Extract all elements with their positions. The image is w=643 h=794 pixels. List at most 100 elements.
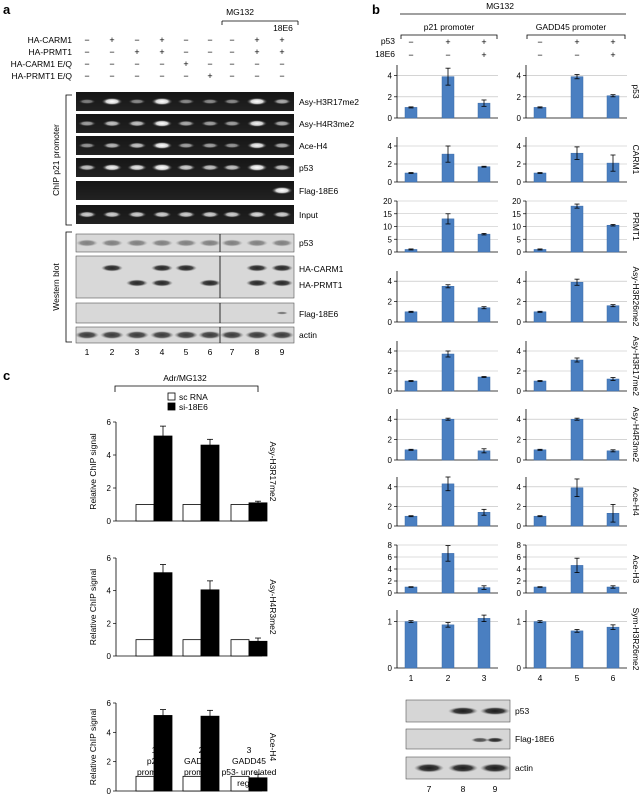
y-tick-label: 2 (107, 619, 112, 628)
panel-b-western-gel-flag (405, 728, 511, 750)
western-band (151, 264, 173, 272)
western-band (151, 279, 173, 287)
condition-sign: − (254, 71, 259, 81)
y-tick-label: 4 (517, 142, 522, 151)
y-tick-label: 8 (517, 541, 522, 550)
y-tick-label: 2 (388, 93, 393, 102)
bar (404, 380, 418, 392)
chip-band (222, 164, 242, 171)
lane-number: 3 (135, 347, 140, 357)
chip-band (176, 120, 196, 127)
condition-sign: − (229, 59, 234, 69)
y-tick-label: 0 (388, 387, 393, 396)
lane-number: 5 (184, 347, 189, 357)
y-tick-label: 15 (512, 210, 521, 219)
chip-row-label-ace-h4: Ace-H4 (299, 141, 328, 151)
western-group-label: Western blot (51, 263, 61, 311)
panel-b-gadd-bracket (526, 34, 626, 39)
chart-ace-h4-gadd45: 0 2 4 Ace-H4 (517, 477, 641, 531)
y-tick-label: 2 (388, 436, 393, 445)
condition-sign: − (134, 71, 139, 81)
chip-band (151, 97, 173, 106)
bar (404, 586, 418, 594)
chip-band (272, 142, 292, 149)
bar (606, 305, 620, 323)
row-label-ace-h4: Ace-H4 (631, 487, 641, 516)
panel-b-sign: − (537, 50, 542, 60)
bar (477, 618, 491, 669)
y-tick-label: 0 (517, 456, 522, 465)
row-label-carm1: CARM1 (631, 145, 641, 175)
lane-number: 1 (85, 347, 90, 357)
panel-b-sign: + (610, 37, 615, 47)
panel-b-p21-bracket (400, 34, 498, 39)
panel-b: b MG132 p21 promoter GADD45 promoter p53… (372, 1, 641, 794)
bar-sc-rna (182, 504, 202, 522)
chip-band (222, 211, 242, 218)
bar (533, 172, 547, 183)
western-band (486, 737, 504, 743)
chip-band (152, 211, 172, 218)
panel-c-label: c (3, 368, 10, 383)
panel-b-sign: − (537, 37, 542, 47)
chip-band (246, 97, 268, 106)
panel-a-label: a (3, 2, 11, 17)
chip-band (271, 186, 293, 195)
y-tick-label: 2 (388, 502, 393, 511)
y-tick-label: 4 (388, 347, 393, 356)
condition-sign: − (84, 59, 89, 69)
western-band (199, 239, 221, 247)
chip-group-bracket (65, 94, 72, 226)
condition-sign: − (207, 59, 212, 69)
chart-ace-h3-p21: 0 2 4 6 8 (388, 541, 498, 598)
chip-band (77, 211, 97, 218)
chip-row-label-flag-18e6: Flag-18E6 (299, 186, 338, 196)
chart-carm1-p21: 0 2 4 (388, 137, 498, 187)
condition-sign: + (254, 47, 259, 57)
panel-b-sign: − (408, 37, 413, 47)
bar (533, 515, 547, 527)
chart-asy-h4r3me2-gadd45: 0 2 4 Asy-H4R3me2 (517, 407, 641, 465)
bar (404, 107, 418, 119)
chart-c-ace-h4: 0 2 4 6 Relative ChIP signal Ace-H4 (88, 699, 278, 794)
lane-number: 7 (230, 347, 235, 357)
panel-a-western-gels: p53 HA-CARM1 HA-PRMT1 Flag-18E6 actin (75, 233, 344, 344)
y-tick-label: 4 (517, 415, 522, 424)
bar (404, 172, 418, 183)
bar-si-18e6 (248, 502, 268, 522)
y-tick-label: 6 (107, 699, 112, 708)
chart-asy-h3r26me2-gadd45: 0 2 4 Asy-H3R26me2 (517, 267, 641, 328)
panel-b-gadd-header: GADD45 promoter (536, 22, 607, 32)
chart-c-asy-h3r17me2: 0 2 4 6 Relative ChIP signal Asy-H3R17me2 (88, 418, 278, 526)
condition-sign: − (279, 59, 284, 69)
western-band (246, 264, 268, 272)
y-tick-label: 2 (517, 502, 522, 511)
y-tick-label: 5 (517, 235, 522, 244)
condition-sign: + (134, 47, 139, 57)
y-tick-label: 4 (388, 72, 393, 81)
chip-band (127, 120, 147, 127)
row-label-asy-h3r17me2: Asy-H3R17me2 (268, 442, 278, 502)
lane-number: 9 (493, 784, 498, 794)
x-tick-label: 2 (199, 745, 204, 755)
legend-swatch-si-18e6 (167, 402, 176, 411)
bar (404, 311, 418, 323)
western-band (76, 239, 98, 247)
western-band (270, 331, 294, 339)
condition-sign: − (229, 47, 234, 57)
western-band (271, 279, 293, 287)
chip-band (176, 211, 196, 218)
y-tick-label: 2 (388, 367, 393, 376)
y-tick-label: 2 (517, 436, 522, 445)
condition-sign: − (279, 71, 284, 81)
x-tick-label: region (237, 778, 261, 788)
row-label-prmt1: PRMT1 (631, 212, 641, 241)
western-band (100, 331, 124, 339)
chart-sym-h3r26me2-gadd45: 0 1 Sym-H3R26me2 (517, 608, 641, 673)
western-band (271, 264, 293, 272)
western-band (220, 331, 244, 339)
western-band (245, 331, 269, 339)
y-tick-label: 1 (388, 618, 393, 627)
condition-label-ha-prmt1-e-q: HA-PRMT1 E/Q (12, 71, 73, 81)
y-tick-label: 2 (517, 367, 522, 376)
